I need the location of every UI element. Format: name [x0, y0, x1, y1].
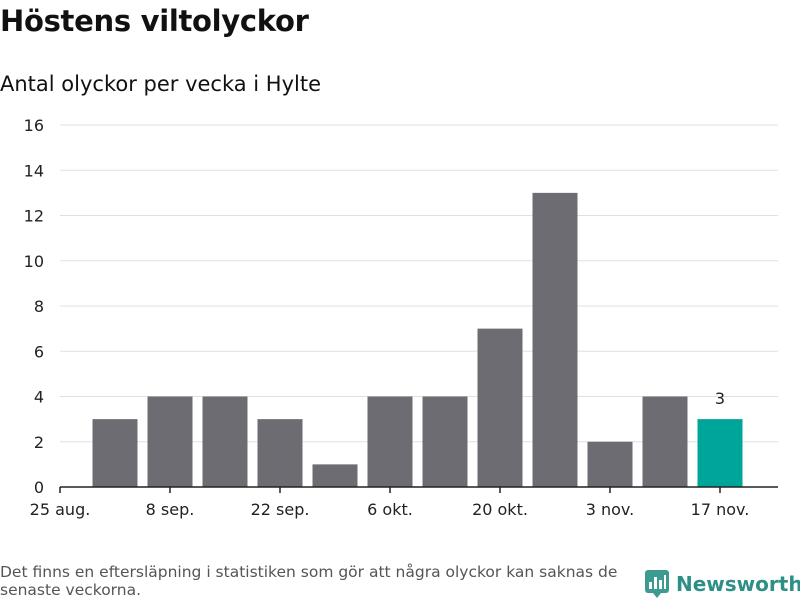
bar [587, 441, 633, 487]
bar [532, 192, 578, 487]
tick-labels: 0 2 4 6 8 10 12 14 16 3 25 aug. 8 sep. 22 sep. 6 okt.… [24, 116, 750, 519]
bar [147, 396, 193, 487]
x-tick-label: 8 sep. [146, 500, 195, 519]
bar [202, 396, 248, 487]
y-tick-label: 12 [24, 207, 44, 226]
bar [92, 419, 138, 487]
y-tick-label: 2 [34, 433, 44, 452]
x-tick-label: 25 aug. [30, 500, 91, 519]
chart-title: Höstens viltolyckor [0, 4, 309, 38]
bar [642, 396, 688, 487]
bar [367, 396, 413, 487]
x-tick-label: 17 nov. [691, 500, 750, 519]
x-tick-label: 6 okt. [367, 500, 413, 519]
brand-name: Newsworthy [676, 572, 800, 596]
x-tick-label: 3 nov. [586, 500, 635, 519]
brand[interactable]: Newsworthy [644, 568, 800, 600]
y-tick-label: 10 [24, 252, 44, 271]
y-tick-label: 14 [24, 161, 44, 180]
y-tick-label: 8 [34, 297, 44, 316]
chart-subtitle: Antal olyckor per vecka i Hylte [0, 72, 322, 96]
newsworthy-logo-icon [645, 570, 669, 598]
data-label: 3 [715, 389, 725, 408]
footnote: Det finns en eftersläpning i statistiken… [0, 563, 618, 599]
y-tick-label: 4 [34, 388, 44, 407]
grid-lines [60, 124, 778, 443]
y-tick-label: 6 [34, 342, 44, 361]
y-tick-label: 0 [34, 478, 44, 497]
axes [59, 486, 778, 493]
bar [477, 328, 523, 487]
bar [312, 464, 358, 487]
bar [422, 396, 468, 487]
bar-highlighted [697, 419, 743, 487]
bars [92, 192, 743, 487]
bar [257, 419, 303, 487]
bar-chart: 0 2 4 6 8 10 12 14 16 3 25 aug. 8 sep. 22 sep. 6 okt.… [24, 116, 778, 519]
x-tick-label: 22 sep. [251, 500, 310, 519]
x-tick-label: 20 okt. [472, 500, 528, 519]
y-tick-label: 16 [24, 116, 44, 135]
